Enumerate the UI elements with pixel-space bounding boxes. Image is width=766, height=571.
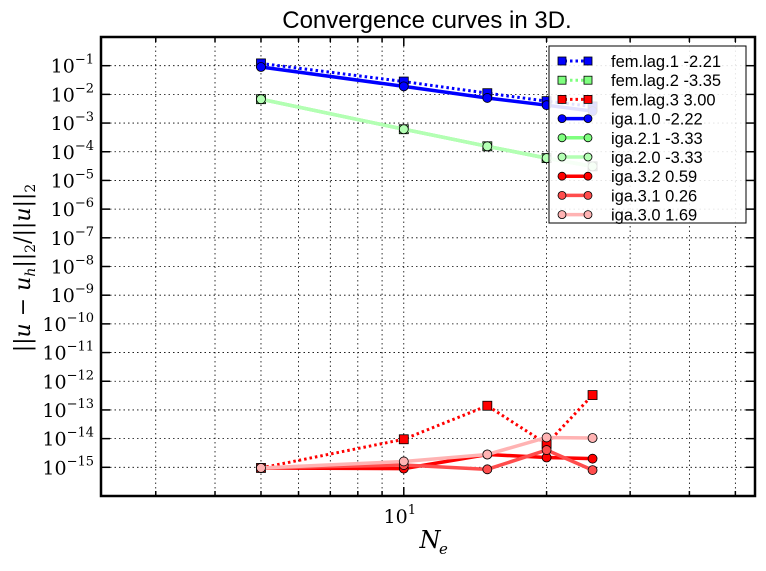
- data-point: [398, 124, 409, 135]
- x-axis-label: N e: [419, 526, 449, 558]
- legend-entry: fem.lag.2 -3.35: [557, 72, 721, 90]
- legend-label: iga.3.2 0.59: [611, 168, 697, 186]
- y-tick-label: 10−2: [51, 81, 94, 106]
- y-tick-label: 10−3: [51, 110, 94, 135]
- legend-swatch-marker: [557, 95, 567, 104]
- x-tick-label: 101: [384, 503, 416, 528]
- y-tick-label: 10−4: [51, 139, 94, 164]
- legend-label: fem.lag.1 -2.21: [611, 53, 721, 71]
- legend-entry: iga.3.1 0.26: [557, 187, 697, 205]
- y-tick-label: 10−7: [51, 225, 94, 250]
- y-tick-label: 10−11: [42, 340, 94, 365]
- legend-entry: iga.3.0 1.69: [557, 207, 697, 225]
- data-point: [587, 453, 598, 464]
- legend-swatch-marker: [583, 171, 593, 181]
- y-tick-label: 10−14: [42, 426, 94, 451]
- svg-text:N: N: [419, 526, 442, 554]
- data-point: [398, 456, 409, 467]
- data-point: [256, 94, 266, 105]
- chart-title: Convergence curves in 3D.: [282, 7, 571, 34]
- legend-swatch-marker: [557, 114, 567, 123]
- legend-swatch-marker: [557, 56, 567, 66]
- legend-swatch-marker: [583, 152, 593, 162]
- legend-swatch-marker: [557, 190, 567, 200]
- y-tick-label: 10−8: [51, 254, 94, 279]
- legend-swatch-marker: [557, 171, 567, 181]
- legend-entry: fem.lag.3 3.00: [557, 91, 716, 109]
- legend-swatch-marker: [583, 133, 593, 143]
- legend-swatch-marker: [583, 210, 593, 220]
- legend-label: fem.lag.3 3.00: [611, 91, 716, 109]
- legend-label: iga.2.0 -3.33: [611, 149, 703, 167]
- legend-entry: iga.2.0 -3.33: [557, 149, 703, 167]
- y-tick-label: 10−5: [51, 167, 94, 192]
- y-axis-label: ||u − uh||2/||u||2: [11, 184, 39, 353]
- legend-label: iga.3.1 0.26: [611, 187, 697, 205]
- y-tick-label: 10−10: [42, 311, 94, 336]
- data-point: [482, 400, 493, 411]
- legend-entry: iga.3.2 0.59: [557, 168, 697, 186]
- grid: [101, 37, 755, 496]
- data-point: [587, 390, 598, 400]
- legend-label: iga.2.1 -3.33: [611, 130, 703, 148]
- legend-swatch-marker: [557, 152, 567, 162]
- series-iga-3-0: [256, 432, 598, 473]
- legend-swatch-marker: [583, 56, 593, 66]
- data-point: [541, 432, 552, 443]
- y-tick-label: 10−13: [42, 397, 94, 422]
- legend-entry: iga.1.0 -2.22: [557, 111, 703, 129]
- data-point: [482, 93, 493, 103]
- y-tick-label: 10−9: [51, 282, 94, 307]
- data-point: [256, 463, 266, 473]
- data-point: [398, 81, 409, 92]
- plot-frame: [99, 35, 757, 498]
- data-point: [398, 434, 409, 445]
- data-point: [482, 449, 493, 460]
- data-point: [256, 62, 266, 72]
- axis-ticks: 10−1 10−2 10−3 10−4 10−5 10−6 10−7 10−8 10−9 10−1…: [42, 37, 755, 528]
- legend-label: fem.lag.2 -3.35: [611, 72, 721, 90]
- legend-swatch-marker: [583, 190, 593, 200]
- legend-entry: fem.lag.1 -2.21: [557, 53, 721, 71]
- svg-text:e: e: [439, 540, 448, 558]
- legend-entry: iga.2.1 -3.33: [557, 130, 703, 148]
- legend-swatch-marker: [557, 75, 567, 85]
- data-point: [482, 464, 493, 475]
- y-tick-label: 10−6: [51, 196, 94, 221]
- data-point: [587, 465, 598, 475]
- data-point: [482, 141, 493, 152]
- legend-label: iga.3.0 1.69: [611, 207, 697, 225]
- svg-text:||u − uh||2/||u||2: ||u − uh||2/||u||2: [11, 184, 39, 353]
- legend-swatch-marker: [557, 210, 567, 220]
- y-tick-label: 10−12: [42, 368, 94, 393]
- legend-swatch-marker: [583, 114, 593, 123]
- legend-swatch-marker: [557, 133, 567, 143]
- legend-box: [548, 45, 747, 224]
- legend-label: iga.1.0 -2.22: [611, 111, 703, 129]
- legend-swatch-marker: [583, 75, 593, 85]
- y-tick-label: 10−1: [51, 53, 94, 78]
- legend-swatch-marker: [583, 95, 593, 104]
- y-tick-label: 10−15: [42, 454, 94, 479]
- data-point: [587, 433, 598, 443]
- data-point: [541, 445, 552, 455]
